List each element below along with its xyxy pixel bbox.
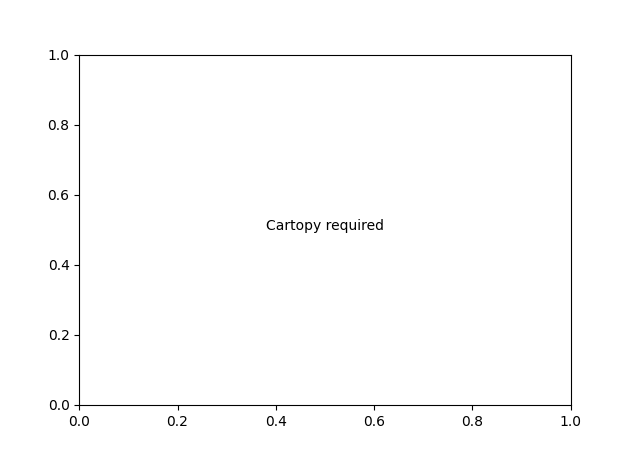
Text: Cartopy required: Cartopy required: [266, 219, 384, 233]
